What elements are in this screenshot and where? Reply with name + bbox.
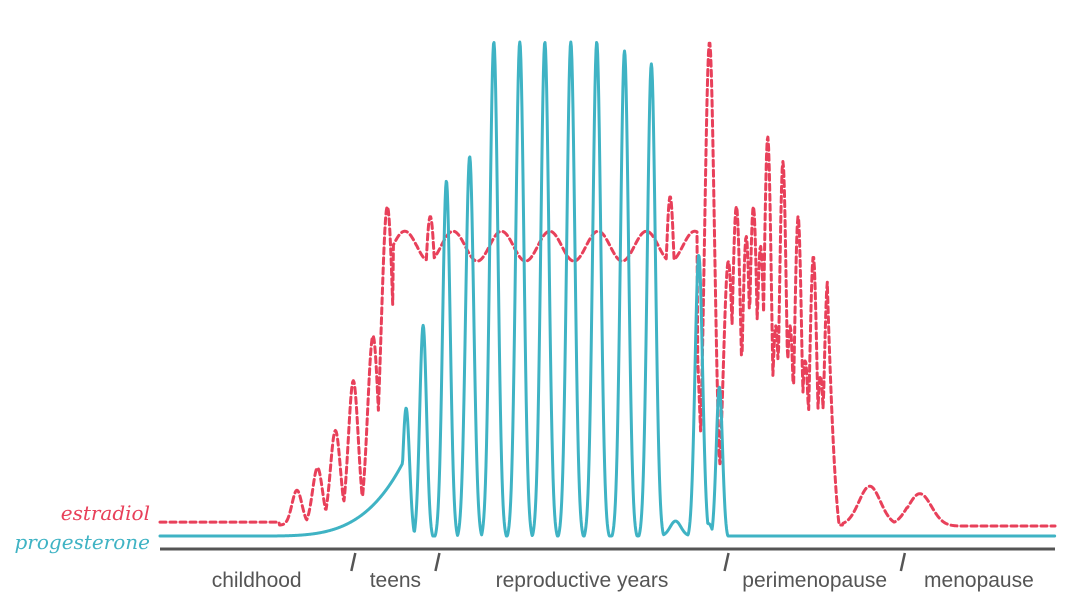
stage-label-menopause: menopause	[924, 569, 1034, 592]
estradiol-line	[158, 41, 1057, 528]
stage-label-childhood: childhood	[212, 569, 302, 592]
stage-divider	[350, 552, 357, 572]
series-labels: estradiol progesterone	[15, 501, 151, 554]
estradiol-label: estradiol	[61, 501, 150, 525]
stage-divider	[434, 552, 441, 572]
stage-label-reproductive-years: reproductive years	[496, 569, 669, 592]
stage-label-perimenopause: perimenopause	[742, 569, 887, 592]
stage-divider	[899, 552, 907, 572]
stage-divider	[723, 552, 730, 572]
progesterone-label: progesterone	[15, 530, 151, 554]
stage-label-teens: teens	[370, 569, 421, 592]
series-lines	[158, 40, 1057, 538]
x-axis: childhood teens reproductive years perimeno…	[160, 547, 1055, 592]
progesterone-line	[158, 40, 1057, 538]
